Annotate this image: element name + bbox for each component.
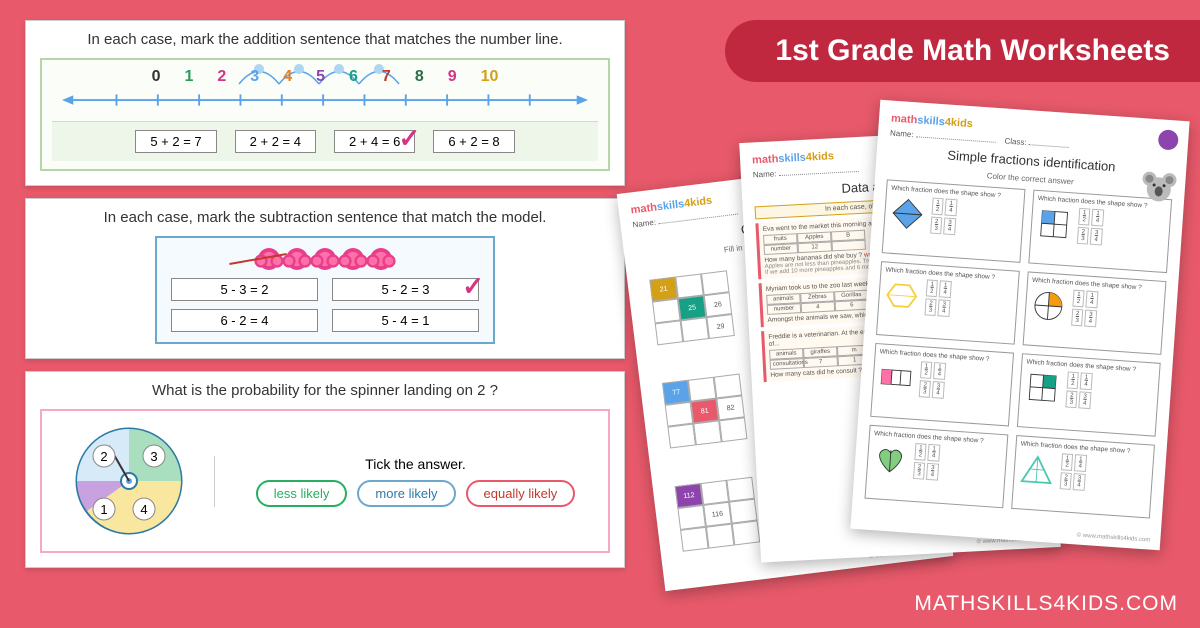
card1-answers: 5 + 2 = 7 2 + 2 = 4 2 + 4 = 6 ✓ 6 + 2 = … [52,121,598,161]
card2-prompt: In each case, mark the subtraction sente… [40,209,610,226]
card3-prompt: What is the probability for the spinner … [40,382,610,399]
prob-option[interactable]: more likely [357,480,455,507]
fraction-cell: Which fraction does the shape show ? 121… [1011,435,1155,519]
fraction-cell: Which fraction does the shape show ? 121… [865,425,1009,509]
numberline-numbers: 0 1 2 3 4 5 6 7 8 9 10 [52,68,598,86]
number-grid: 778182 [662,374,747,449]
flower-icon [314,248,336,270]
left-cards-panel: In each case, mark the addition sentence… [25,20,625,580]
svg-text:3: 3 [150,449,157,464]
prob-option[interactable]: equally likely [466,480,576,507]
fraction-cell: Which fraction does the shape show ? 121… [876,261,1020,345]
card-probability: What is the probability for the spinner … [25,371,625,568]
answer-option[interactable]: 2 + 4 = 6 ✓ [334,130,415,153]
svg-text:4: 4 [140,502,147,517]
fraction-cell: Which fraction does the shape show ? 121… [1017,353,1161,437]
card2-answers: 5 - 3 = 2 5 - 2 = 3 ✓ 6 - 2 = 4 5 - 4 = … [171,278,479,332]
answer-option[interactable]: 2 + 2 = 4 [235,130,316,153]
flower-icon [342,248,364,270]
title-banner: 1st Grade Math Worksheets [725,20,1200,82]
answer-option[interactable]: 6 + 2 = 8 [433,130,514,153]
number-grid: 112116 [675,477,760,552]
probability-options: Tick the answer. less likely more likely… [214,456,596,507]
worksheet-stack: mathskills4kids Name: Counting Fill in t… [640,100,1180,585]
worksheet-fractions: mathskills4kids Name: Class: Simple frac… [850,100,1189,551]
answer-option[interactable]: 5 - 3 = 2 [171,278,318,301]
spinner: 2 3 4 1 [54,421,204,541]
numberline-box: 0 1 2 3 4 5 6 7 8 9 10 [40,58,610,171]
fraction-cell: Which fraction does the shape show ? 121… [882,179,1026,263]
card-addition: In each case, mark the addition sentence… [25,20,625,186]
fraction-cell: Which fraction does the shape show ? 121… [1023,271,1167,355]
footer-brand: MATHSKILLS4KIDS.COM [914,592,1178,616]
corner-icon [1158,129,1179,150]
prob-option[interactable]: less likely [256,480,348,507]
numberline-arrow [62,88,588,113]
fraction-cell: Which fraction does the shape show ? 121… [870,343,1014,427]
flower-icon [370,248,392,270]
answer-option[interactable]: 5 + 2 = 7 [135,130,216,153]
probability-box: 2 3 4 1 Tick the answer. less likely mor… [40,409,610,553]
tick-label: Tick the answer. [235,456,596,472]
subtraction-box: 5 - 3 = 2 5 - 2 = 3 ✓ 6 - 2 = 4 5 - 4 = … [155,236,495,344]
number-grid: 21252629 [649,270,734,345]
svg-text:2: 2 [100,449,107,464]
check-icon: ✓ [462,271,484,302]
card1-prompt: In each case, mark the addition sentence… [40,31,610,48]
check-icon: ✓ [399,123,421,154]
flower-icon [286,248,308,270]
card-subtraction: In each case, mark the subtraction sente… [25,198,625,359]
answer-option[interactable]: 5 - 2 = 3 ✓ [332,278,479,301]
svg-text:1: 1 [100,502,107,517]
flower-model [171,248,479,270]
koala-icon [1139,168,1178,210]
answer-option[interactable]: 5 - 4 = 1 [332,309,479,332]
answer-option[interactable]: 6 - 2 = 4 [171,309,318,332]
fractions-grid: Which fraction does the shape show ? 121… [865,179,1173,518]
